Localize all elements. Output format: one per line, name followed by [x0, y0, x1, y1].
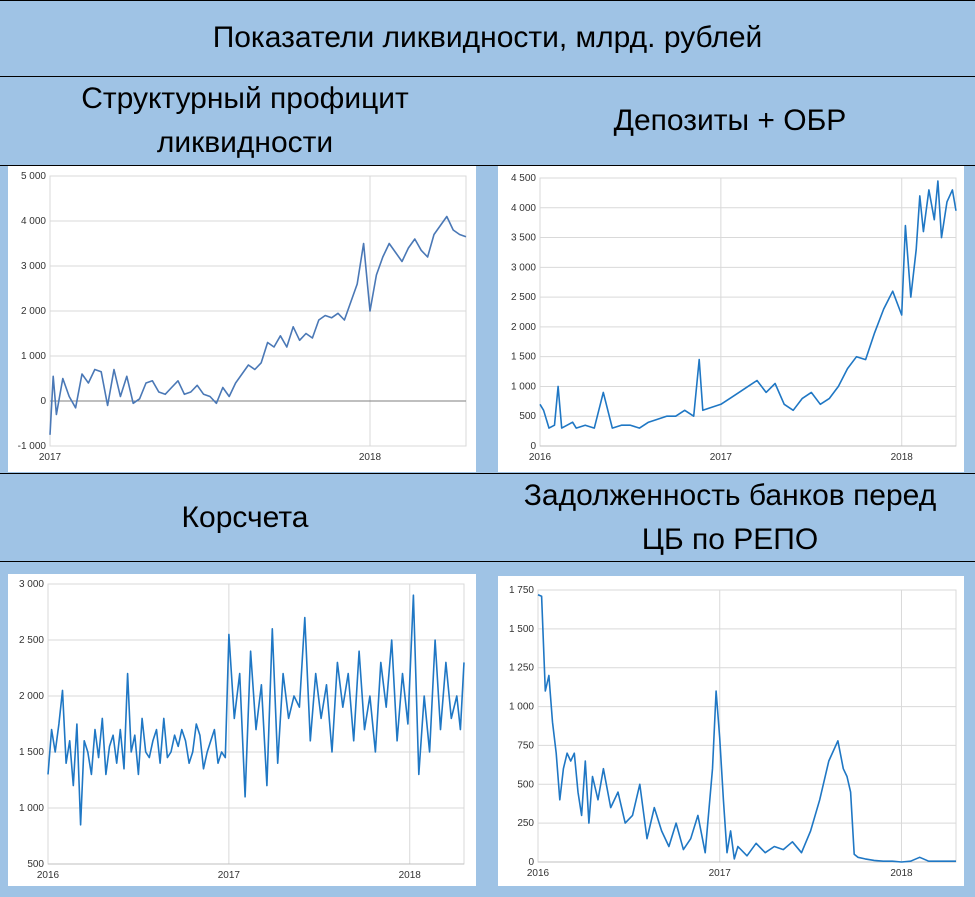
y-tick-label: 3 000 — [19, 579, 44, 590]
chart-structural-surplus: -1 000 0 1 000 2 000 3 000 4 000 5 000 2017 2018 — [18, 171, 467, 463]
y-tick-label: 2 500 — [511, 292, 536, 303]
panel-title-deposits-obr: Депозиты + ОБР — [613, 104, 847, 137]
y-tick-label: 1 000 — [509, 702, 534, 713]
y-tick-label: 3 000 — [511, 262, 536, 273]
x-tick-label: 2016 — [37, 870, 60, 881]
y-tick-label: 1 000 — [511, 381, 536, 392]
y-tick-label: 1 000 — [21, 351, 46, 362]
y-tick-label: 3 000 — [21, 261, 46, 272]
plot-frame — [49, 175, 467, 447]
y-tick-label: 0 — [530, 441, 536, 452]
y-tick-label: 1 250 — [509, 663, 534, 674]
y-tick-label: 4 000 — [21, 216, 46, 227]
y-tick-label: 5 000 — [21, 171, 46, 182]
chart-panel-repo-debt: 0 250 500 750 1 000 1 250 1 500 1 750 2016 2017 20… — [498, 576, 964, 886]
y-tick-label: 0 — [40, 396, 46, 407]
y-tick-label: 1 750 — [509, 585, 534, 596]
y-tick-label: -1 000 — [18, 441, 47, 452]
y-tick-label: 500 — [517, 779, 534, 790]
y-tick-label: 3 500 — [511, 233, 536, 244]
x-tick-label: 2016 — [529, 452, 552, 463]
x-tick-label: 2017 — [39, 452, 62, 463]
chart-panel-deposits-obr: 0 500 1 000 1 500 2 000 2 500 3 000 3 500 4 000 4… — [498, 166, 964, 472]
y-tick-label: 500 — [519, 411, 536, 422]
plot-frame — [539, 177, 957, 447]
plot-frame — [537, 589, 957, 863]
x-tick-label: 2018 — [890, 868, 913, 879]
chart-panel-structural-surplus: -1 000 0 1 000 2 000 3 000 4 000 5 000 2017 2018 — [8, 166, 476, 472]
series-line-deposits_obr — [539, 180, 957, 429]
y-tick-label: 2 500 — [19, 635, 44, 646]
x-tick-label: 2018 — [891, 452, 914, 463]
x-tick-label: 2017 — [710, 452, 733, 463]
y-tick-label: 2 000 — [511, 322, 536, 333]
x-tick-label: 2018 — [359, 452, 382, 463]
header-band — [0, 0, 975, 77]
y-tick-label: 1 000 — [19, 803, 44, 814]
chart-repo-debt: 0 250 500 750 1 000 1 250 1 500 1 750 2016 2017 20… — [509, 585, 957, 879]
y-tick-label: 1 500 — [511, 352, 536, 363]
chart-panel-corr-accounts: 500 1 000 1 500 2 000 2 500 3 000 2016 2017 2018 — [8, 574, 476, 886]
x-tick-label: 2017 — [709, 868, 732, 879]
y-tick-label: 4 500 — [511, 173, 536, 184]
chart-corr-accounts: 500 1 000 1 500 2 000 2 500 3 000 2016 2017 2018 — [19, 579, 465, 881]
y-tick-label: 2 000 — [19, 691, 44, 702]
x-tick-label: 2018 — [399, 870, 422, 881]
chart-deposits-obr: 0 500 1 000 1 500 2 000 2 500 3 000 3 500 4 000 4… — [511, 173, 957, 463]
y-tick-label: 500 — [27, 859, 44, 870]
y-tick-label: 4 000 — [511, 203, 536, 214]
y-tick-label: 1 500 — [19, 747, 44, 758]
y-tick-label: 250 — [517, 818, 534, 829]
x-tick-label: 2017 — [218, 870, 241, 881]
panel-title-corr-accounts: Корсчета — [181, 501, 309, 534]
panel-title-repo-debt: Задолженность банков перед ЦБ по РЕПО — [523, 479, 937, 556]
x-tick-label: 2016 — [527, 868, 550, 879]
page-title: Показатели ликвидности, млрд. рублей — [212, 20, 763, 54]
series-line-repo_debt — [537, 593, 956, 863]
y-tick-label: 1 500 — [509, 624, 534, 635]
series-line-corr_accounts — [47, 594, 465, 826]
panel-title-structural-surplus: Структурный профицит ликвидности — [81, 82, 409, 159]
y-tick-label: 0 — [528, 857, 534, 868]
y-tick-label: 2 000 — [21, 306, 46, 317]
subtitle-band-bottom — [0, 473, 975, 562]
y-tick-label: 750 — [517, 740, 534, 751]
series-line-structural_surplus — [49, 215, 467, 435]
subtitle-band-top — [0, 76, 975, 166]
